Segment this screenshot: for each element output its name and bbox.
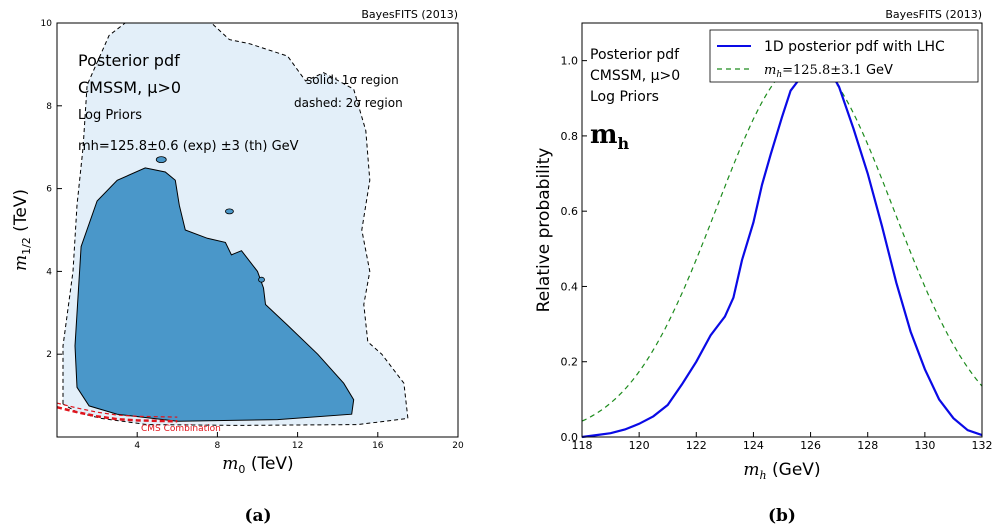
legend-box <box>709 29 979 83</box>
x-tick-label: 118 <box>572 439 593 452</box>
y-tick-label: 0.2 <box>561 356 579 369</box>
panel-b-ylabel: Relative probability <box>534 148 554 313</box>
x-tick-label: 8 <box>215 441 221 451</box>
y-tick-label: 6 <box>46 185 52 195</box>
x-tick-label: 130 <box>914 439 935 452</box>
panel-a-legend-solid: solid: 1σ region <box>306 73 399 87</box>
panel-b-xlabel: mh (GeV) <box>743 460 820 482</box>
panel-a-frame <box>56 22 459 438</box>
panel-a-priors: Log Priors <box>78 108 142 123</box>
y-tick-label: 1.0 <box>561 55 579 68</box>
panel-a-watermark: BayesFITS (2013) <box>361 8 458 21</box>
y-tick-label: 0.6 <box>561 205 579 218</box>
panel-a-label: (a) <box>244 506 271 526</box>
x-tick-label: 132 <box>972 439 992 452</box>
panel-a-model: CMSSM, μ>0 <box>78 78 181 97</box>
x-tick-label: 12 <box>292 441 303 451</box>
one-sigma-island <box>225 208 234 215</box>
y-tick-label: 0.4 <box>561 280 579 293</box>
panel-a-legend-dashed: dashed: 2σ region <box>294 96 403 110</box>
x-tick-label: 4 <box>134 441 140 451</box>
panel-a-mh-constraint: mh=125.8±0.6 (exp) ±3 (th) GeV <box>78 139 299 154</box>
x-tick-label: 128 <box>857 439 878 452</box>
one-sigma-island <box>258 276 265 283</box>
panel-b-label: (b) <box>768 506 796 526</box>
x-tick-label: 120 <box>629 439 650 452</box>
panel-a-xlabel: m0 (TeV) <box>222 454 293 476</box>
y-tick-label: 2 <box>46 350 52 360</box>
one-sigma-island <box>155 156 167 164</box>
panel-b-big-label: mh <box>590 120 630 153</box>
legend-entry-gaussian: mh=125.8±3.1 GeV <box>764 63 893 80</box>
y-tick-label: 0.8 <box>561 130 579 143</box>
legend-entry-posterior: 1D posterior pdf with LHC <box>764 39 945 55</box>
panel-b-title: Posterior pdf <box>590 47 680 63</box>
panel-a-exclusion-label: CMS Combination <box>141 424 221 434</box>
x-tick-label: 122 <box>686 439 707 452</box>
y-tick-label: 0.0 <box>561 431 579 444</box>
panel-b-legend: 1D posterior pdf with LHC mh=125.8±3.1 G… <box>709 29 979 83</box>
panel-a-title: Posterior pdf <box>78 51 180 70</box>
x-tick-label: 20 <box>452 441 464 451</box>
series-posterior-line <box>581 59 983 439</box>
x-tick-label: 16 <box>372 441 384 451</box>
panel-b-model: CMSSM, μ>0 <box>590 68 680 84</box>
cms-exclusion-curve <box>56 405 178 423</box>
cms-exclusion-curve <box>56 402 178 418</box>
one-sigma-region <box>74 167 355 422</box>
y-tick-label: 4 <box>46 267 52 277</box>
y-tick-label: 8 <box>46 102 52 112</box>
x-tick-label: 124 <box>743 439 764 452</box>
panel-b-frame <box>581 22 983 438</box>
y-tick-label: 10 <box>41 19 53 29</box>
panel-b-watermark: BayesFITS (2013) <box>885 8 982 21</box>
panel-b: 118 120 122 124 126 128 130 132 0.0 0.2 0.4 0.6 0.8 1… <box>534 8 992 526</box>
x-tick-label: 126 <box>800 439 821 452</box>
panel-a-ylabel: m1/2 (TeV) <box>11 189 33 271</box>
panel-b-priors: Log Priors <box>590 89 659 105</box>
